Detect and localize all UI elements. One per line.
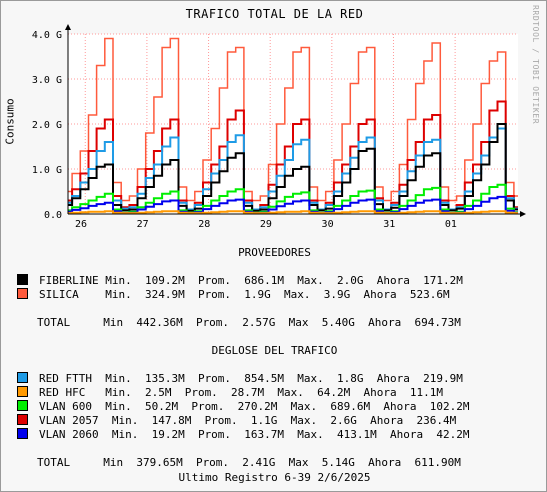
- legend-row-fiberline: FIBERLINE Min. 109.2M Prom. 686.1M Max. …: [17, 274, 463, 287]
- x-axis-arrow: [520, 211, 526, 217]
- chart-axes: 0.0 1.0 G 2.0 G 3.0 G 4.0 G 26 27 28 29 30 31 01: [32, 24, 526, 230]
- legend-row-red-hfc: RED HFC Min. 2.5M Prom. 28.7M Max. 64.2M…: [17, 386, 443, 399]
- swatch-vlan-2060: [17, 428, 28, 439]
- y-tick-label: 0.0: [44, 210, 62, 221]
- y-axis-arrow: [65, 24, 71, 30]
- legend-text: RED HFC Min. 2.5M Prom. 28.7M Max. 64.2M…: [39, 386, 443, 399]
- series-line-silica: [68, 37, 518, 202]
- legend-text: VLAN 2057 Min. 147.8M Prom. 1.1G Max. 2.…: [39, 414, 457, 427]
- legend-text: VLAN 2060 Min. 19.2M Prom. 163.7M Max. 4…: [39, 428, 470, 441]
- series-line-red-hfc: [68, 210, 518, 215]
- x-tick-label: 28: [198, 219, 210, 230]
- legend-row-red-ftth: RED FTTH Min. 135.3M Prom. 854.5M Max. 1…: [17, 372, 463, 385]
- legend-row-vlan-600: VLAN 600 Min. 50.2M Prom. 270.2M Max. 68…: [17, 400, 469, 413]
- swatch-silica: [17, 288, 28, 299]
- legend-text: SILICA Min. 324.9M Prom. 1.9G Max. 3.9G …: [39, 288, 450, 301]
- swatch-red-ftth: [17, 372, 28, 383]
- desglose-heading: DEGLOSE DEL TRAFICO: [211, 344, 338, 357]
- swatch-vlan-600: [17, 400, 28, 411]
- graph-title: TRAFICO TOTAL DE LA RED: [185, 7, 364, 21]
- rrdtool-watermark: RRDTOOL / TOBI OETIKER: [531, 5, 540, 125]
- x-tick-label: 29: [260, 219, 272, 230]
- series-line-vlan-600: [68, 183, 518, 214]
- series-line-vlan-2057: [68, 100, 518, 211]
- swatch-fiberline: [17, 274, 28, 285]
- y-tick-label: 3.0 G: [32, 75, 62, 86]
- chart-series: [68, 37, 518, 215]
- legend-text: RED FTTH Min. 135.3M Prom. 854.5M Max. 1…: [39, 372, 463, 385]
- y-tick-label: 1.0 G: [32, 165, 62, 176]
- series-line-red-ftth: [68, 127, 518, 211]
- x-tick-label: 27: [137, 219, 149, 230]
- legend-text: VLAN 600 Min. 50.2M Prom. 270.2M Max. 68…: [39, 400, 470, 413]
- legend-row-vlan-2057: VLAN 2057 Min. 147.8M Prom. 1.1G Max. 2.…: [17, 414, 456, 427]
- swatch-red-hfc: [17, 386, 28, 397]
- x-tick-label: 31: [383, 219, 395, 230]
- x-tick-label: 01: [445, 219, 457, 230]
- last-record-footer: Ultimo Registro 6-39 2/6/2025: [178, 471, 371, 484]
- series-line-vlan-2060: [68, 195, 518, 215]
- proveedores-total: TOTAL Min 442.36M Prom. 2.57G Max 5.40G …: [37, 316, 461, 329]
- desglose-legend: RED FTTH Min. 135.3M Prom. 854.5M Max. 1…: [1, 372, 547, 476]
- legend-row-silica: SILICA Min. 324.9M Prom. 1.9G Max. 3.9G …: [17, 288, 450, 301]
- proveedores-heading: PROVEEDORES: [238, 246, 311, 259]
- desglose-total: TOTAL Min 379.65M Prom. 2.41G Max 5.14G …: [37, 456, 461, 469]
- x-tick-label: 30: [322, 219, 334, 230]
- series-line-fiberline: [68, 123, 518, 212]
- legend-row-vlan-2060: VLAN 2060 Min. 19.2M Prom. 163.7M Max. 4…: [17, 428, 469, 441]
- x-tick-label: 26: [75, 219, 87, 230]
- swatch-vlan-2057: [17, 414, 28, 425]
- y-tick-label: 4.0 G: [32, 30, 62, 41]
- y-tick-label: 2.0 G: [32, 120, 62, 131]
- traffic-chart: 0.0 1.0 G 2.0 G 3.0 G 4.0 G 26 27 28 29 30 31 01: [32, 24, 526, 230]
- legend-text: FIBERLINE Min. 109.2M Prom. 686.1M Max. …: [39, 274, 463, 287]
- proveedores-legend: FIBERLINE Min. 109.2M Prom. 686.1M Max. …: [1, 274, 547, 339]
